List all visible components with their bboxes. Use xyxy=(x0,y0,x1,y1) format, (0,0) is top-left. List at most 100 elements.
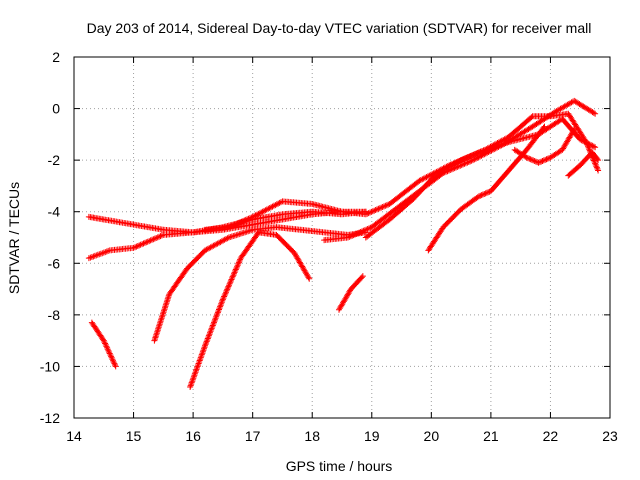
data-point xyxy=(577,150,595,169)
data-point xyxy=(541,123,548,130)
data-point xyxy=(130,232,165,251)
data-point xyxy=(184,248,207,272)
data-point xyxy=(202,235,231,254)
y-tick-label: -6 xyxy=(48,255,61,271)
data-point xyxy=(523,124,547,153)
data-point xyxy=(505,114,535,140)
data-point xyxy=(589,149,601,162)
data-point xyxy=(487,168,511,195)
x-tick-label: 23 xyxy=(602,428,618,444)
data-point xyxy=(309,200,344,215)
data-point xyxy=(336,287,354,313)
data-point xyxy=(339,208,368,218)
data-point xyxy=(565,163,582,179)
data-point xyxy=(511,146,529,160)
y-tick-label: 0 xyxy=(52,101,60,117)
data-point xyxy=(106,245,135,254)
data-point xyxy=(279,208,314,218)
x-axis-title: GPS time / hours xyxy=(286,458,393,474)
plot-frame xyxy=(73,56,611,419)
data-point xyxy=(306,275,313,282)
data-point xyxy=(470,142,505,164)
y-tick-label: -4 xyxy=(48,204,61,220)
data-point xyxy=(249,224,278,233)
series-arc-f xyxy=(336,273,366,313)
x-tick-label: 18 xyxy=(304,428,320,444)
data-point xyxy=(297,226,326,236)
data-point xyxy=(100,216,135,228)
data-point xyxy=(434,157,463,177)
data-point xyxy=(592,110,599,117)
data-point xyxy=(595,167,602,174)
y-tick-label: -10 xyxy=(40,358,60,374)
data-point xyxy=(481,134,511,153)
data-point xyxy=(321,229,350,238)
data-point xyxy=(237,230,261,262)
data-point xyxy=(85,247,112,262)
ticks xyxy=(73,56,611,419)
data-point xyxy=(571,126,578,133)
x-tick-label: 14 xyxy=(66,428,82,444)
data-point xyxy=(592,144,599,151)
data-point xyxy=(425,225,446,254)
data-point xyxy=(321,234,350,244)
data-point xyxy=(499,124,535,148)
data-point xyxy=(410,171,440,202)
data-point xyxy=(166,266,190,298)
data-point xyxy=(130,221,165,233)
y-tick-label: -12 xyxy=(40,410,60,426)
data-point xyxy=(249,199,284,220)
y-axis-title: SDTVAR / TECUs xyxy=(6,182,22,294)
data-point xyxy=(273,231,297,255)
data-point xyxy=(559,127,577,153)
data-point xyxy=(359,273,366,280)
series-arc-k xyxy=(511,126,578,166)
data-point xyxy=(386,178,422,207)
data-point xyxy=(225,227,255,241)
x-tick-labels: 14 15 16 17 18 19 20 21 22 23 xyxy=(66,428,618,444)
data-point xyxy=(100,337,118,368)
series-arc-e xyxy=(187,229,313,391)
x-tick-label: 19 xyxy=(364,428,380,444)
data-point xyxy=(347,274,365,293)
x-tick-label: 17 xyxy=(245,428,261,444)
data-point xyxy=(160,229,195,238)
x-tick-label: 21 xyxy=(483,428,499,444)
chart-title: Day 203 of 2014, Sidereal Day-to-day VTE… xyxy=(87,20,592,36)
data-point xyxy=(291,249,312,281)
series-arc-l xyxy=(565,149,602,179)
series-arc-c xyxy=(88,319,119,370)
data-point xyxy=(362,217,392,241)
data-point xyxy=(362,201,392,218)
data-point xyxy=(368,207,398,231)
data-point xyxy=(458,147,487,164)
data-point xyxy=(547,110,570,120)
data-point xyxy=(475,188,493,200)
data-point xyxy=(219,256,244,303)
data-point xyxy=(88,319,106,343)
data-point xyxy=(279,198,314,207)
x-tick-label: 16 xyxy=(185,428,201,444)
y-tick-label: -2 xyxy=(48,152,61,168)
data-point xyxy=(187,344,208,391)
data-point xyxy=(309,208,344,218)
data-point xyxy=(571,97,597,116)
data-point xyxy=(386,196,416,223)
y-tick-labels: 2 0 -2 -4 -6 -8 -10 -12 xyxy=(40,49,60,426)
x-tick-label: 22 xyxy=(543,428,559,444)
data-point xyxy=(458,194,481,213)
series-arc-i xyxy=(362,110,602,241)
data-point xyxy=(225,214,255,231)
y-tick-label: -8 xyxy=(48,307,61,323)
data-point xyxy=(85,213,106,223)
y-tick-label: 2 xyxy=(52,49,60,65)
data-point xyxy=(553,98,576,115)
x-tick-label: 15 xyxy=(126,428,142,444)
data-point xyxy=(112,363,119,370)
data-point xyxy=(547,147,564,161)
data-point xyxy=(535,155,553,166)
data-point xyxy=(565,110,589,144)
